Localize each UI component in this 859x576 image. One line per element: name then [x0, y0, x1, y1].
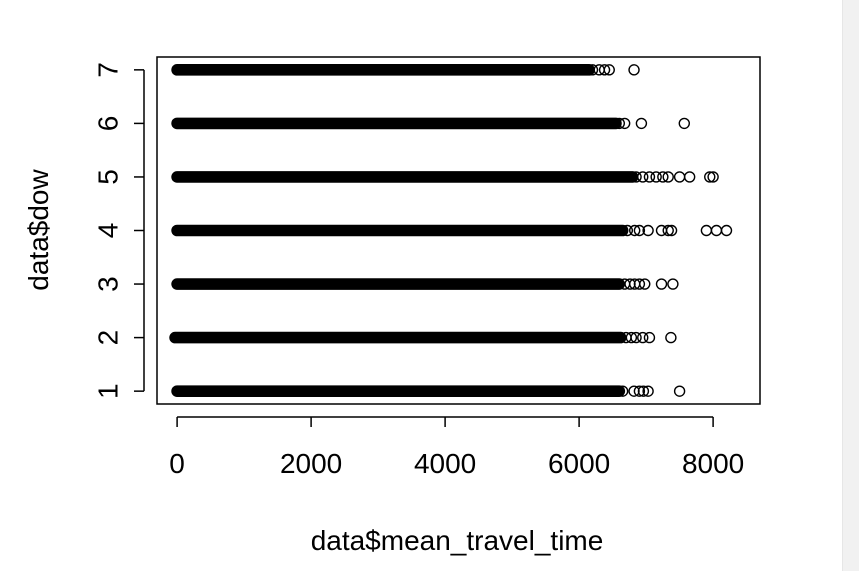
data-point	[616, 385, 629, 397]
data-point	[655, 278, 668, 290]
plot-frame	[156, 56, 761, 405]
data-point	[642, 224, 654, 237]
data-point	[665, 331, 677, 344]
y-axis-label: data$dow	[23, 169, 54, 291]
x-tick-label: 8000	[682, 448, 744, 479]
data-point	[642, 385, 654, 397]
data-row	[171, 385, 686, 397]
data-point	[613, 117, 625, 130]
data-point	[657, 171, 669, 183]
data-point	[700, 224, 713, 237]
vertical-scrollbar[interactable]	[842, 0, 859, 571]
data-row	[171, 64, 640, 76]
data-point	[650, 171, 662, 183]
data-row	[171, 278, 679, 290]
data-row	[171, 224, 733, 237]
data-row	[171, 171, 719, 183]
data-point	[637, 331, 649, 344]
x-tick-label: 0	[169, 448, 185, 479]
data-point	[710, 224, 723, 237]
data-point	[603, 64, 615, 76]
data-point	[628, 64, 640, 76]
data-point	[678, 117, 690, 130]
data-point	[667, 278, 679, 290]
x-tick-label: 4000	[414, 448, 476, 479]
y-tick-label: 6	[93, 116, 124, 132]
data-point	[637, 385, 650, 397]
data-point	[633, 278, 646, 290]
data-point	[673, 385, 686, 397]
y-tick-label: 3	[93, 276, 124, 292]
data-point	[635, 117, 648, 130]
data-point	[683, 171, 696, 183]
data-point	[630, 331, 642, 344]
data-row	[171, 117, 690, 130]
data-point	[586, 64, 599, 76]
data-row	[169, 331, 677, 344]
data-point	[633, 385, 646, 397]
data-point	[639, 278, 651, 290]
data-point	[662, 171, 674, 183]
data-point	[665, 224, 678, 237]
y-tick-label: 2	[93, 330, 124, 346]
data-point	[637, 171, 649, 183]
data-point	[618, 117, 631, 130]
data-point	[633, 224, 646, 237]
data-point	[704, 171, 716, 183]
y-tick-label: 4	[93, 223, 124, 239]
data-point	[673, 171, 686, 183]
data-point	[643, 331, 656, 344]
data-point	[630, 171, 642, 183]
data-point	[625, 331, 638, 344]
y-tick-label: 5	[93, 169, 124, 185]
x-tick-label: 2000	[280, 448, 342, 479]
data-point	[621, 224, 634, 237]
data-point	[707, 171, 719, 183]
x-tick-label: 6000	[548, 448, 610, 479]
data-point	[720, 224, 733, 237]
data-point	[662, 224, 674, 237]
data-point	[629, 224, 641, 237]
data-point	[643, 171, 656, 183]
y-tick-label: 1	[93, 383, 124, 399]
x-axis-label: data$mean_travel_time	[311, 525, 604, 556]
data-point	[598, 64, 611, 76]
y-tick-label: 7	[93, 62, 124, 78]
